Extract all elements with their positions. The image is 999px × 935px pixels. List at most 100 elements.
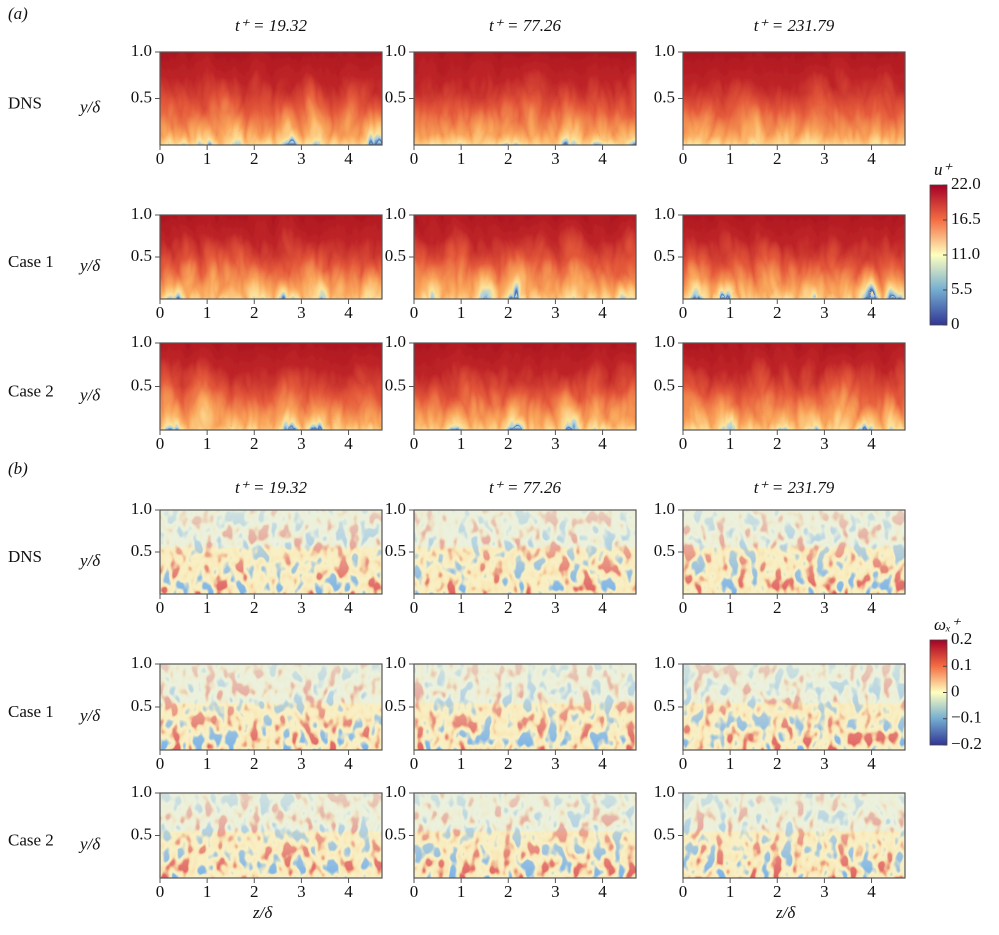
y-tick-label: 1.0 <box>385 332 406 351</box>
x-tick-label: 3 <box>551 303 560 322</box>
contour-field <box>160 52 382 145</box>
row-label: Case 2 <box>8 830 54 849</box>
y-axis-label: y/δ <box>78 256 101 275</box>
x-tick-label: 0 <box>156 598 165 617</box>
colorbar-tick-label: 5.5 <box>951 279 972 298</box>
x-tick-label: 3 <box>551 149 560 168</box>
x-tick-label: 3 <box>551 882 560 901</box>
x-tick-label: 0 <box>156 303 165 322</box>
y-tick-label: 0.5 <box>385 541 406 560</box>
colorbar-tick-label: 11.0 <box>951 244 980 263</box>
x-tick-label: 2 <box>504 303 513 322</box>
x-tick-label: 3 <box>820 598 829 617</box>
contour-field <box>683 52 905 145</box>
x-tick-label: 1 <box>726 149 735 168</box>
x-tick-label: 3 <box>551 598 560 617</box>
x-tick-label: 2 <box>250 303 259 322</box>
x-tick-label: 0 <box>679 882 688 901</box>
row-label: Case 2 <box>8 381 54 400</box>
y-tick-label: 0.5 <box>385 375 406 394</box>
row-label: Case 1 <box>8 252 54 271</box>
y-tick-label: 1.0 <box>654 653 675 672</box>
x-tick-label: 2 <box>250 754 259 773</box>
x-tick-label: 0 <box>156 754 165 773</box>
y-tick-label: 1.0 <box>654 499 675 518</box>
x-tick-label: 3 <box>820 149 829 168</box>
field-texture <box>683 215 905 299</box>
x-tick-label: 3 <box>297 303 306 322</box>
x-tick-label: 1 <box>203 149 212 168</box>
y-tick-label: 0.5 <box>131 375 152 394</box>
contour-field <box>160 793 382 878</box>
colorbar-tick-label: −0.2 <box>951 734 982 753</box>
y-tick-label: 0.5 <box>654 375 675 394</box>
contour-field <box>414 664 636 750</box>
x-tick-label: 1 <box>203 598 212 617</box>
colorbar-tick-label: 0.1 <box>951 655 972 674</box>
y-tick-label: 1.0 <box>654 204 675 223</box>
x-tick-label: 2 <box>773 303 782 322</box>
column-title: t⁺ = 19.32 <box>235 16 307 35</box>
x-tick-label: 1 <box>726 303 735 322</box>
x-tick-label: 1 <box>726 754 735 773</box>
x-tick-label: 4 <box>867 434 876 453</box>
contour-field <box>414 793 636 878</box>
x-axis-label: z/δ <box>775 903 796 922</box>
field-texture <box>683 343 905 430</box>
x-tick-label: 4 <box>598 598 607 617</box>
x-tick-label: 3 <box>297 754 306 773</box>
column-title: t⁺ = 77.26 <box>489 16 561 35</box>
y-tick-label: 1.0 <box>654 782 675 801</box>
field-texture <box>160 664 382 750</box>
contour-field <box>160 664 382 750</box>
colorbar-tick-label: 22.0 <box>951 174 981 193</box>
y-tick-label: 0.5 <box>385 696 406 715</box>
contour-field <box>414 52 636 145</box>
x-tick-label: 4 <box>598 434 607 453</box>
x-tick-label: 1 <box>203 754 212 773</box>
field-texture <box>683 793 905 878</box>
x-tick-label: 1 <box>726 882 735 901</box>
y-tick-label: 0.5 <box>654 824 675 843</box>
field-texture <box>160 215 382 299</box>
y-tick-label: 1.0 <box>654 41 675 60</box>
x-tick-label: 3 <box>820 754 829 773</box>
x-tick-label: 2 <box>504 149 513 168</box>
x-tick-label: 4 <box>344 434 353 453</box>
y-tick-label: 0.5 <box>131 824 152 843</box>
field-texture <box>414 664 636 750</box>
y-tick-label: 1.0 <box>131 782 152 801</box>
x-tick-label: 0 <box>410 434 419 453</box>
y-tick-label: 0.5 <box>131 696 152 715</box>
x-tick-label: 1 <box>203 303 212 322</box>
column-title: t⁺ = 231.79 <box>754 16 835 35</box>
y-tick-label: 0.5 <box>131 246 152 265</box>
y-tick-label: 1.0 <box>385 204 406 223</box>
colorbar-label: u⁺ <box>934 160 954 179</box>
field-texture <box>160 793 382 878</box>
x-tick-label: 1 <box>457 434 466 453</box>
x-tick-label: 4 <box>867 598 876 617</box>
column-title: t⁺ = 231.79 <box>754 478 835 497</box>
field-texture <box>160 52 382 145</box>
panel-label: (b) <box>8 459 28 478</box>
y-tick-label: 0.5 <box>654 541 675 560</box>
x-tick-label: 4 <box>867 754 876 773</box>
contour-field <box>683 793 905 878</box>
field-texture <box>414 793 636 878</box>
contour-field <box>414 215 636 299</box>
x-tick-label: 2 <box>250 149 259 168</box>
x-tick-label: 0 <box>410 149 419 168</box>
x-tick-label: 4 <box>598 882 607 901</box>
x-tick-label: 2 <box>773 882 782 901</box>
x-tick-label: 0 <box>679 598 688 617</box>
x-tick-label: 4 <box>598 303 607 322</box>
y-axis-label: y/δ <box>78 385 101 404</box>
field-texture <box>683 664 905 750</box>
x-tick-label: 1 <box>457 149 466 168</box>
x-tick-label: 1 <box>203 434 212 453</box>
x-tick-label: 3 <box>297 434 306 453</box>
y-tick-label: 0.5 <box>385 246 406 265</box>
y-tick-label: 1.0 <box>385 782 406 801</box>
contour-field <box>160 510 382 594</box>
